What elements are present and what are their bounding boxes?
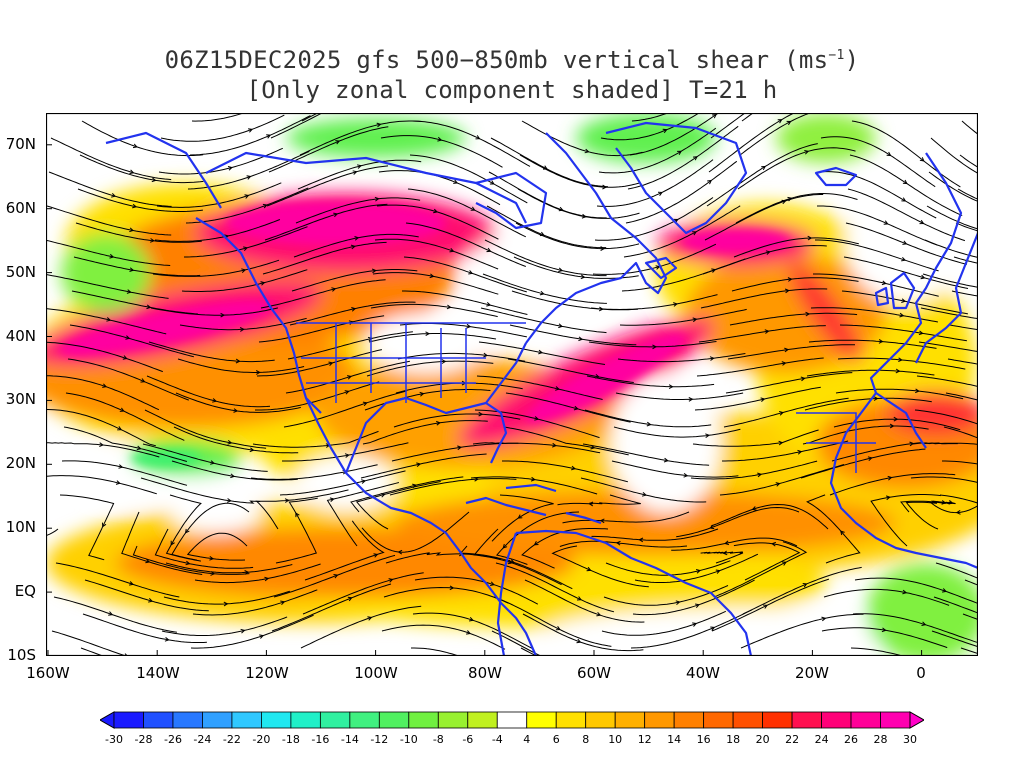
x-tick-20W: 20W — [795, 664, 829, 682]
colorbar-swatch — [526, 711, 557, 729]
colorbar-swatch — [349, 711, 380, 729]
colorbar-swatch — [614, 711, 646, 729]
political-borders — [296, 322, 876, 473]
colorbar-swatch — [850, 711, 881, 729]
colorbar-label: 10 — [608, 733, 623, 746]
y-tick-50N: 50N — [5, 263, 36, 281]
y-tick-EQ: EQ — [14, 582, 36, 600]
colorbar-label: -10 — [399, 733, 418, 746]
colorbar-swatch — [762, 711, 793, 729]
colorbar-label: -18 — [281, 733, 300, 746]
colorbar-swatch — [732, 711, 763, 729]
shear-map — [46, 113, 978, 656]
colorbar-label: 30 — [903, 733, 917, 746]
colorbar-swatch — [673, 711, 705, 729]
colorbar-swatch — [231, 711, 262, 729]
x-tick-120W: 120W — [245, 664, 289, 682]
colorbar-swatch — [113, 711, 144, 729]
colorbar-swatch — [143, 711, 174, 729]
colorbar-max-arrow — [909, 711, 924, 729]
colorbar-swatch — [791, 711, 822, 729]
colorbar-swatch — [290, 711, 321, 729]
colorbar-label: -22 — [222, 733, 241, 746]
x-tick-100W: 100W — [354, 664, 398, 682]
colorbar-min-arrow — [100, 711, 115, 729]
colorbar-swatch — [644, 711, 675, 729]
colorbar-swatch — [408, 711, 439, 729]
colorbar-label: 20 — [755, 733, 770, 746]
colorbar-label: -26 — [164, 733, 182, 746]
colorbar-swatch — [880, 711, 911, 729]
colorbar-label: 18 — [726, 733, 741, 746]
colorbar-label: -16 — [311, 733, 330, 746]
x-tick-140W: 140W — [136, 664, 180, 682]
colorbar-label: 8 — [582, 733, 590, 746]
y-tick-40N: 40N — [5, 327, 36, 345]
colorbar-swatch — [172, 711, 203, 729]
y-tick-70N: 70N — [5, 135, 36, 153]
colorbar-label: -12 — [370, 733, 389, 746]
colorbar-swatch — [585, 711, 616, 729]
colorbar-label: 22 — [785, 733, 800, 746]
streamlines — [46, 113, 978, 656]
chart-title-line2: [Only zonal component shaded] T=21 h — [246, 76, 778, 104]
colorbar-label: 6 — [552, 733, 560, 746]
colorbar-label: 14 — [667, 733, 682, 746]
colorbar-label: 16 — [696, 733, 711, 746]
colorbar-swatch — [378, 711, 410, 729]
map-frame — [46, 113, 978, 656]
colorbar-label: -4 — [491, 733, 503, 746]
x-tick-160W: 160W — [26, 664, 70, 682]
colorbar-label: -24 — [193, 733, 212, 746]
colorbar-label: -8 — [432, 733, 444, 746]
x-tick-40W: 40W — [686, 664, 720, 682]
colorbar-label: 26 — [844, 733, 858, 746]
coastlines — [105, 121, 978, 656]
colorbar-swatch — [496, 711, 528, 729]
x-tick-60W: 60W — [577, 664, 611, 682]
colorbar-swatch — [703, 711, 734, 729]
colorbar-label: 24 — [814, 733, 829, 746]
colorbar-swatch — [555, 711, 587, 729]
colorbar-label: -20 — [252, 733, 271, 746]
colorbar-swatch — [821, 711, 852, 729]
colorbar-swatch — [261, 711, 292, 729]
x-tick-80W: 80W — [468, 664, 502, 682]
chart-title-line1: 06Z15DEC2025 gfs 500−850mb vertical shea… — [164, 46, 860, 74]
colorbar-label: 12 — [637, 733, 652, 746]
colorbar-swatch — [319, 711, 351, 729]
axis-ticks — [46, 144, 923, 656]
y-tick-10N: 10N — [5, 518, 36, 536]
colorbar-swatch — [202, 711, 233, 729]
colorbar-label: -30 — [105, 733, 123, 746]
colorbar-label: -14 — [340, 733, 359, 746]
colorbar-label: 4 — [523, 733, 531, 746]
y-tick-10S: 10S — [7, 646, 36, 664]
colorbar-swatch — [437, 711, 469, 729]
colorbar-swatch — [467, 711, 498, 729]
x-tick-0: 0 — [916, 664, 926, 682]
y-tick-20N: 20N — [5, 454, 36, 472]
colorbar-label: -28 — [134, 733, 153, 746]
colorbar-label: 28 — [873, 733, 888, 746]
colorbar — [100, 711, 924, 729]
colorbar-label: -6 — [462, 733, 474, 746]
y-tick-60N: 60N — [5, 199, 36, 217]
y-tick-30N: 30N — [5, 390, 36, 408]
